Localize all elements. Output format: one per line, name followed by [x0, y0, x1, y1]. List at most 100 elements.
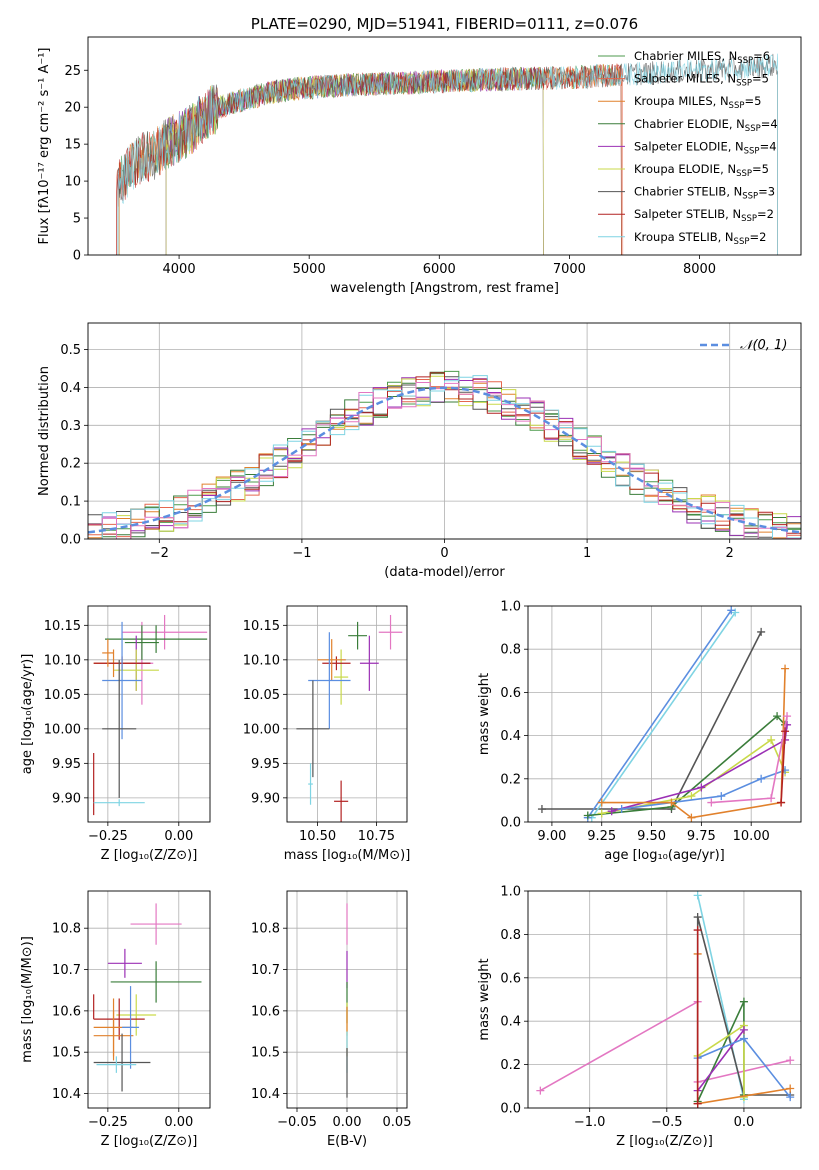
y-tick-label: 10.05	[243, 688, 280, 703]
plot-area	[296, 614, 403, 822]
y-tick-label: 0.6	[500, 686, 521, 701]
axes-frame	[87, 890, 211, 1109]
weight-line-5	[611, 724, 788, 812]
weight-marker	[693, 913, 702, 922]
axes-frame	[527, 890, 802, 1109]
spectrum-line-6	[117, 53, 778, 255]
x-tick-label: −2	[150, 546, 169, 561]
weight-marker	[667, 798, 676, 807]
x-axis-label: E(B-V)	[327, 1134, 367, 1149]
weight-marker	[757, 774, 766, 783]
x-tick-label: 0.00	[164, 829, 193, 844]
x-tick-label: −0.25	[88, 829, 128, 844]
y-tick-label: 1.0	[500, 885, 521, 900]
y-tick-label: 9.90	[52, 791, 81, 806]
weight-marker	[597, 798, 606, 807]
x-tick-label: 8000	[683, 262, 716, 277]
x-axis-label: Z [log₁₀(Z/Z⊙)]	[101, 1134, 198, 1149]
weight-marker	[757, 627, 766, 636]
weight-marker	[607, 807, 616, 816]
x-tick-label: 0	[440, 546, 448, 561]
panel-residuals: −2 −1 0 1 2 0.0 0.1 0.2 0.3 0.4 0.5 (data-model)/er…	[37, 322, 802, 580]
y-tick-label: 15	[64, 138, 81, 153]
weight-marker	[617, 805, 626, 814]
x-tick-label: 10.50	[299, 829, 336, 844]
axes-frame	[286, 605, 408, 823]
plot-area	[88, 370, 801, 539]
axes-frame	[286, 890, 408, 1109]
panel-weight-vs-age: 9.00 9.25 9.50 9.75 10.00 0.0 0.2 0.4 0.6 0.8 1.0 a…	[477, 600, 802, 863]
x-tick-label: −1.0	[574, 1115, 606, 1130]
y-axis-label: mass [log₁₀(M/M⊙)]	[20, 936, 35, 1063]
y-tick-label: 0.4	[60, 381, 81, 396]
legend-label: 𝒩(0, 1)	[740, 338, 787, 353]
plot-area	[536, 891, 795, 1108]
legend-label-2: Kroupa MILES, NSSP=5	[634, 94, 761, 111]
legend-label-6: Chabrier STELIB, NSSP=3	[634, 185, 775, 202]
y-tick-label: 0.8	[500, 643, 521, 658]
x-tick-label: 0.00	[333, 1115, 362, 1130]
y-tick-label: 10.10	[243, 653, 280, 668]
y-tick-label: 0.8	[500, 928, 521, 943]
y-axis-label: mass weight	[477, 958, 492, 1040]
weight-line-0	[539, 1000, 791, 1092]
legend-label-4: Salpeter ELODIE, NSSP=4	[634, 139, 777, 156]
weight-marker	[687, 792, 696, 801]
x-tick-label: 4000	[163, 262, 196, 277]
y-tick-label: 0.4	[500, 729, 521, 744]
weight-marker	[783, 712, 792, 721]
y-tick-label: 0.1	[60, 495, 81, 510]
weight-line-9	[780, 731, 786, 803]
x-tick-label: 0.0	[734, 1115, 755, 1130]
weight-marker	[783, 720, 792, 729]
y-tick-label: 0.6	[500, 971, 521, 986]
weight-marker	[781, 727, 790, 736]
y-tick-label: 10.6	[52, 1004, 81, 1019]
histogram-series-9	[88, 381, 801, 539]
legend-label-5: Kroupa ELODIE, NSSP=5	[634, 162, 769, 179]
panel-mass-vs-z: −0.25 0.00 10.4 10.5 10.6 10.7 10.8 Z [log₁₀(Z/…	[20, 890, 211, 1149]
x-axis-label: mass [log₁₀(M/M⊙)]	[284, 848, 411, 863]
legend-label-0: Chabrier MILES, NSSP=6	[634, 49, 770, 66]
panel-age-vs-z: −0.25 0.00 9.90 9.95 10.00 10.05 10.10 10.15 Z […	[20, 605, 211, 863]
panel-mass-vs-ebv: −0.05 0.00 0.05 10.4 10.5 10.6 10.7 10.8 E(B-V)	[251, 890, 412, 1149]
y-tick-label: 9.95	[52, 757, 81, 772]
y-tick-label: 10.5	[251, 1046, 280, 1061]
x-axis-label: age [log₁₀(age/yr)]	[604, 848, 725, 863]
y-tick-label: 10.00	[243, 722, 280, 737]
x-tick-label: −0.05	[277, 1115, 317, 1130]
x-tick-label: −1	[292, 546, 311, 561]
y-tick-label: 5	[73, 212, 81, 227]
y-tick-label: 0.0	[500, 816, 521, 831]
y-tick-label: 0.2	[60, 457, 81, 472]
y-tick-label: 9.90	[251, 791, 280, 806]
x-tick-label: 5000	[293, 262, 326, 277]
plot-area	[537, 606, 792, 822]
weight-line-1	[591, 612, 736, 819]
x-tick-label: 6000	[423, 262, 456, 277]
panel-age-vs-mass: 10.50 10.75 9.90 9.95 10.00 10.05 10.10 10.15 ma…	[243, 605, 411, 863]
weight-line-4	[601, 738, 786, 815]
y-tick-label: 10.7	[251, 963, 280, 978]
axes-frame	[87, 605, 211, 823]
x-tick-label: −0.25	[88, 1115, 128, 1130]
weight-marker	[786, 1093, 795, 1102]
y-tick-label: 25	[64, 64, 81, 79]
weight-marker	[693, 1099, 702, 1108]
y-tick-label: 10.4	[251, 1087, 280, 1102]
legend: Chabrier MILES, NSSP=6 Salpeter MILES, NS…	[598, 49, 778, 247]
legend-label-8: Kroupa STELIB, NSSP=2	[634, 230, 766, 247]
weight-line-5	[697, 1029, 745, 1092]
x-tick-label: 0.05	[383, 1115, 412, 1130]
x-tick-label: 9.25	[587, 829, 616, 844]
y-tick-label: 0.2	[500, 1058, 521, 1073]
x-axis-label: Z [log₁₀(Z/Z⊙)]	[616, 1134, 713, 1149]
y-axis-label: age [log₁₀(age/yr)]	[20, 654, 35, 775]
y-tick-label: 0.3	[60, 419, 81, 434]
x-tick-label: 0.00	[164, 1115, 193, 1130]
y-tick-label: 10	[64, 175, 81, 190]
weight-marker	[767, 735, 776, 744]
x-tick-label: 7000	[553, 262, 586, 277]
x-tick-label: 10.75	[358, 829, 395, 844]
